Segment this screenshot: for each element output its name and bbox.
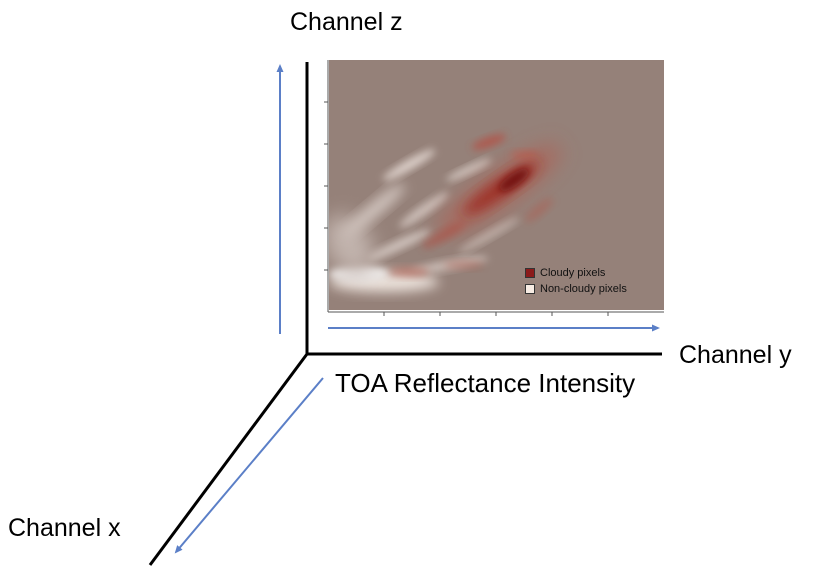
- channel-y-label: Channel y: [679, 341, 792, 369]
- plot-tick-marks: [324, 60, 664, 316]
- legend-item-non-cloudy: Non-cloudy pixels: [525, 281, 627, 297]
- legend-label-non-cloudy: Non-cloudy pixels: [540, 283, 627, 295]
- cloudy-density: [389, 134, 562, 277]
- channel-x-label: Channel x: [8, 514, 121, 542]
- legend-label-cloudy: Cloudy pixels: [540, 267, 606, 279]
- density-plot: Cloudy pixels Non-cloudy pixels: [329, 60, 664, 310]
- density-heatmap: [329, 134, 562, 292]
- toa-reflectance-label: TOA Reflectance Intensity: [335, 368, 636, 398]
- non-cloudy-density: [329, 149, 520, 292]
- x-direction-arrow: [174, 377, 324, 554]
- legend-swatch-cloudy: [525, 268, 535, 278]
- channel-z-label: Channel z: [290, 8, 403, 36]
- legend: Cloudy pixels Non-cloudy pixels: [525, 265, 627, 297]
- legend-swatch-non-cloudy: [525, 284, 535, 294]
- x-axis-line: [148, 353, 309, 566]
- legend-item-cloudy: Cloudy pixels: [525, 265, 627, 281]
